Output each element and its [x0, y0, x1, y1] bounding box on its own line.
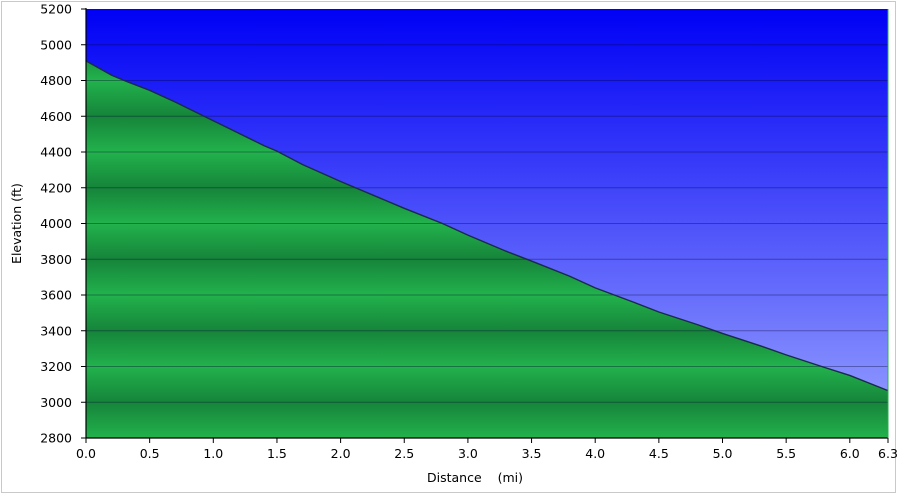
y-tick-label: 4200: [40, 180, 72, 195]
x-tick-label: 1.0: [203, 446, 223, 461]
x-tick-label: 0.5: [140, 446, 160, 461]
x-tick-label: 4.5: [649, 446, 669, 461]
x-tick-label: 5.5: [776, 446, 796, 461]
x-tick-label: 5.0: [713, 446, 733, 461]
y-tick-label: 5200: [40, 2, 72, 17]
y-tick-label: 4800: [40, 73, 72, 88]
elevation-profile-line: [85, 60, 889, 392]
y-axis-title: Elevation (ft): [9, 183, 24, 264]
y-tick-label: 4000: [40, 216, 72, 231]
y-tick-label: 3000: [40, 395, 72, 410]
y-tick-label: 5000: [40, 37, 72, 52]
x-tick-label: 6.0: [840, 446, 860, 461]
y-tick-label: 3600: [40, 288, 72, 303]
gridlines: [86, 44, 888, 403]
x-axis-title: Distance (mi): [427, 470, 523, 485]
y-tick-label: 4600: [40, 109, 72, 124]
x-tick-label: 3.5: [522, 446, 542, 461]
elevation-area-fill: [86, 60, 888, 438]
y-tick-label: 4400: [40, 145, 72, 160]
y-axis-tick-labels: 2800 3000 3200 3400 3600 3800 4000 4200 4400 4600…: [40, 2, 72, 446]
y-tick-label: 3200: [40, 359, 72, 374]
x-tick-label: 1.5: [267, 446, 287, 461]
axes: [81, 8, 889, 443]
elevation-line: [85, 60, 889, 392]
x-axis-tick-labels: 0.0 0.5 1.0 1.5 2.0 2.5 3.0 3.5 4.0 4.5 5.0 5.5 6.0 6…: [76, 446, 898, 461]
x-tick-label: 2.0: [331, 446, 351, 461]
y-tick-label: 3800: [40, 252, 72, 267]
y-tick-label: 3400: [40, 323, 72, 338]
elevation-area: [86, 60, 888, 438]
x-tick-label: 2.5: [394, 446, 414, 461]
x-tick-label: 4.0: [585, 446, 605, 461]
x-tick-label: 6.3: [878, 446, 898, 461]
x-tick-label: 0.0: [76, 446, 96, 461]
x-tick-label: 3.0: [458, 446, 478, 461]
y-tick-label: 2800: [40, 431, 72, 446]
